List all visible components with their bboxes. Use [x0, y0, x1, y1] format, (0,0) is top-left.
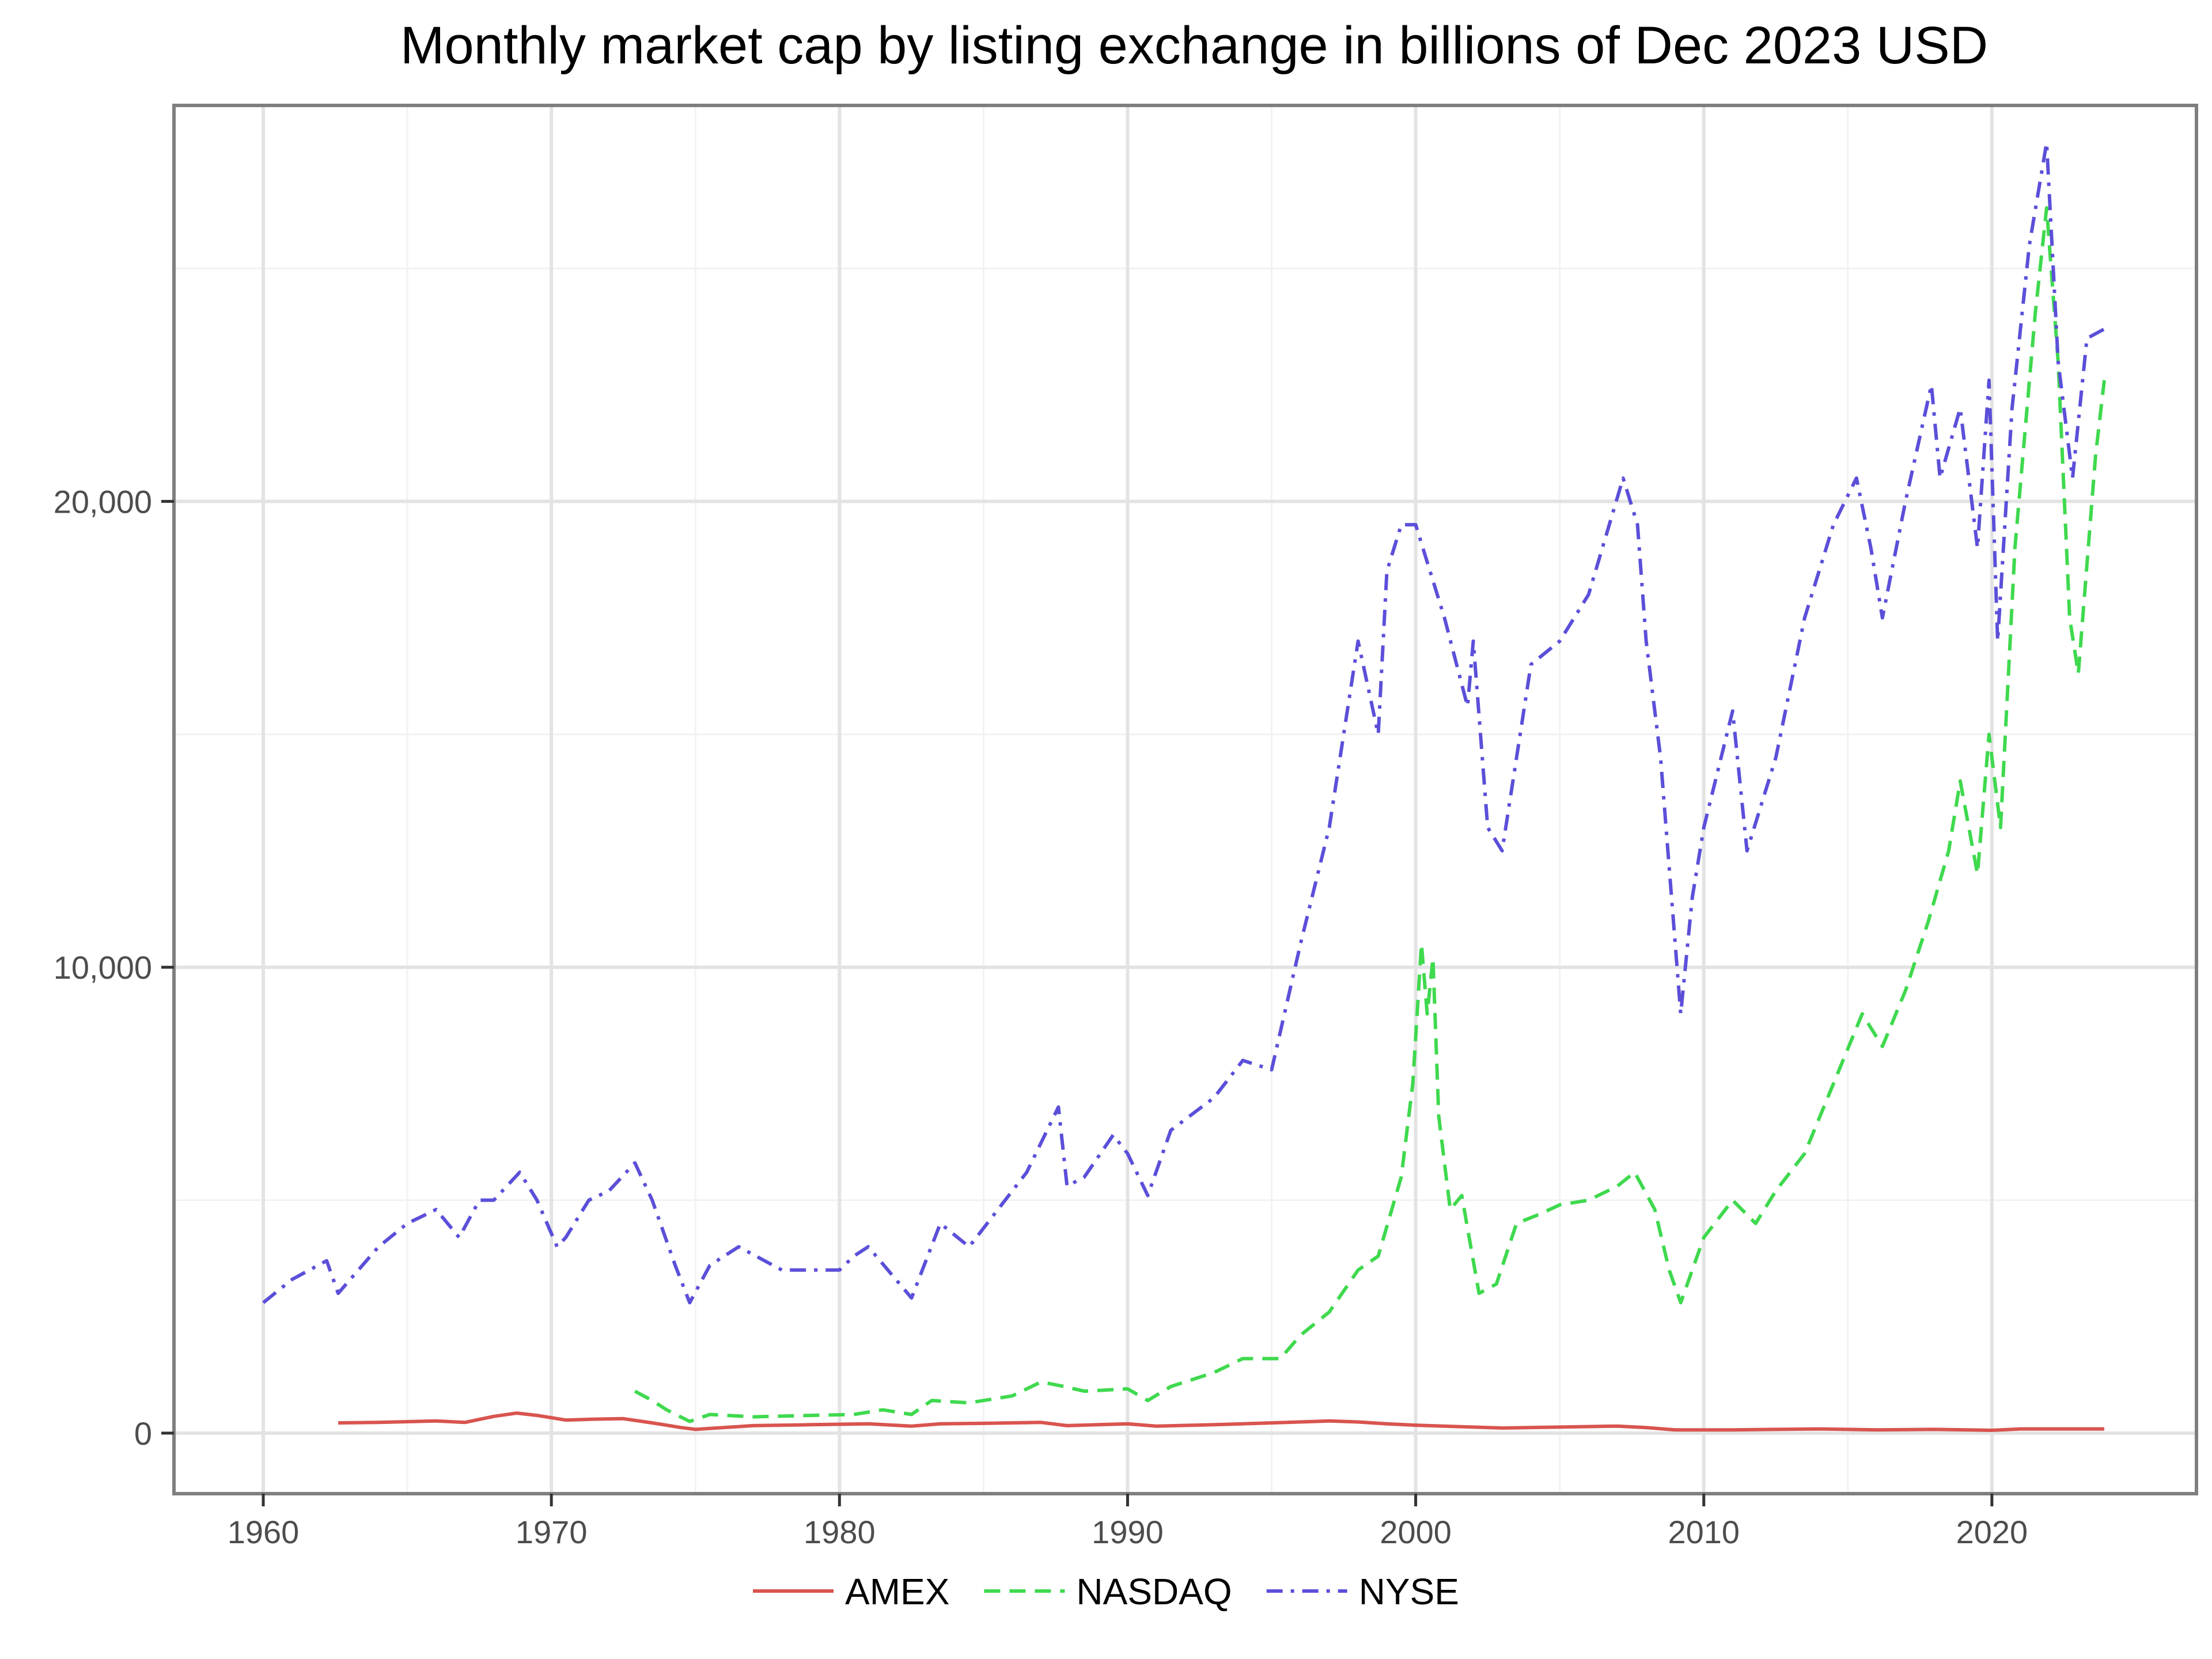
axes: 1960 1970 1980 1990 2000 2010 2020 0 10,000 20,00… [54, 483, 2028, 1550]
x-tick-label: 1970 [516, 1514, 588, 1550]
x-tick-label: 2010 [1668, 1514, 1740, 1550]
y-tick-label: 0 [134, 1415, 152, 1452]
series-line-nyse [262, 141, 2105, 1305]
legend-label-amex: AMEX [845, 1571, 949, 1612]
legend: AMEX NASDAQ NYSE [753, 1571, 1459, 1612]
x-tick-label: 1980 [804, 1514, 876, 1550]
y-tick-label: 20,000 [54, 483, 152, 520]
series-line-nasdaq [634, 206, 2106, 1423]
x-tick-label: 1990 [1092, 1514, 1164, 1550]
x-tick-label: 2000 [1380, 1514, 1452, 1550]
series-lines [262, 141, 2106, 1432]
legend-label-nyse: NYSE [1359, 1571, 1459, 1612]
series-line-amex [338, 1411, 2104, 1432]
grid [174, 105, 2196, 1494]
x-tick-label: 1960 [228, 1514, 300, 1550]
legend-label-nasdaq: NASDAQ [1076, 1571, 1232, 1612]
chart-title: Monthly market cap by listing exchange i… [400, 16, 1988, 75]
y-tick-label: 10,000 [54, 949, 152, 986]
plot-panel-border [172, 104, 2198, 1495]
x-tick-label: 2020 [1956, 1514, 2028, 1550]
